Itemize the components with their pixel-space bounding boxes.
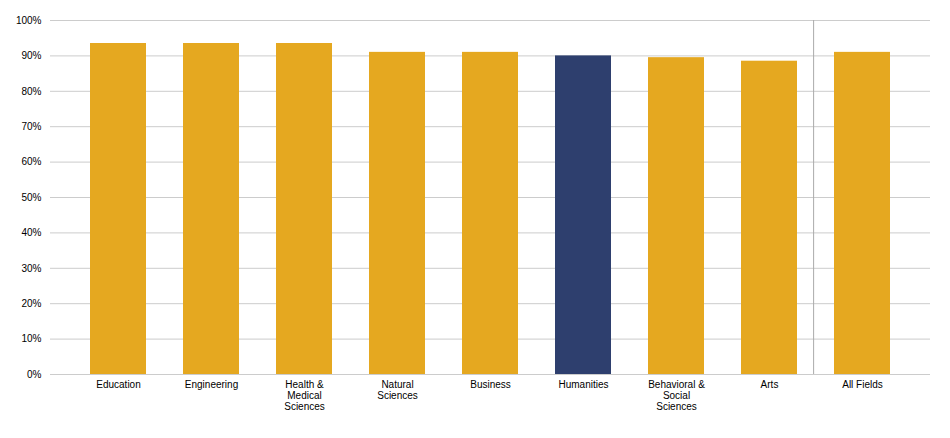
svg-text:50%: 50%: [21, 192, 41, 203]
svg-text:20%: 20%: [21, 298, 41, 309]
svg-text:Business: Business: [470, 379, 511, 390]
svg-text:10%: 10%: [21, 333, 41, 344]
svg-text:100%: 100%: [16, 15, 42, 26]
svg-text:Health &MedicalSciences: Health &MedicalSciences: [284, 379, 325, 412]
svg-text:Behavioral &SocialSciences: Behavioral &SocialSciences: [648, 379, 705, 412]
svg-text:60%: 60%: [21, 156, 41, 167]
svg-text:Humanities: Humanities: [558, 379, 608, 390]
svg-text:Education: Education: [96, 379, 140, 390]
svg-text:70%: 70%: [21, 121, 41, 132]
svg-text:80%: 80%: [21, 86, 41, 97]
svg-text:30%: 30%: [21, 263, 41, 274]
svg-text:NaturalSciences: NaturalSciences: [377, 379, 418, 401]
svg-text:0%: 0%: [27, 369, 42, 380]
svg-text:40%: 40%: [21, 227, 41, 238]
svg-text:Engineering: Engineering: [185, 379, 238, 390]
svg-text:Arts: Arts: [761, 379, 779, 390]
svg-text:90%: 90%: [21, 50, 41, 61]
svg-text:All Fields: All Fields: [842, 379, 883, 390]
